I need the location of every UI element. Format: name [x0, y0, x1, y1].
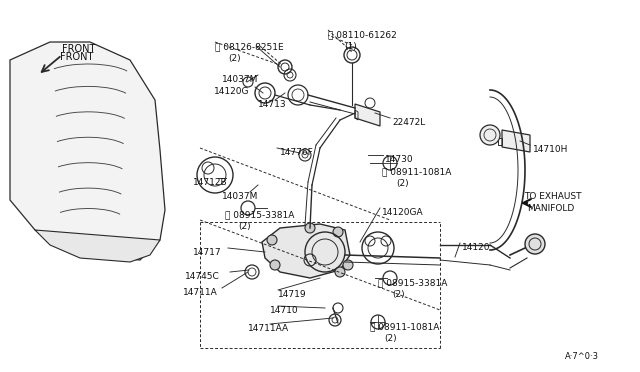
Text: (2): (2): [238, 222, 251, 231]
Text: 14120G: 14120G: [214, 87, 250, 96]
Circle shape: [343, 260, 353, 270]
Text: 22472L: 22472L: [392, 118, 425, 127]
Polygon shape: [10, 42, 165, 260]
Text: 14730: 14730: [385, 155, 413, 164]
Text: MANIFOLD: MANIFOLD: [527, 204, 574, 213]
Text: Ⓝ 08915-3381A: Ⓝ 08915-3381A: [378, 278, 447, 287]
Text: 14711A: 14711A: [183, 288, 218, 297]
Text: A·7^0·3: A·7^0·3: [565, 352, 599, 361]
Polygon shape: [502, 130, 530, 152]
Polygon shape: [262, 224, 350, 278]
Text: 14710H: 14710H: [533, 145, 568, 154]
Text: 14712B: 14712B: [193, 178, 228, 187]
Text: 14713: 14713: [258, 100, 287, 109]
Text: Ⓝ 08911-1081A: Ⓝ 08911-1081A: [382, 167, 451, 176]
Text: (2): (2): [228, 54, 241, 63]
Text: (2): (2): [396, 179, 408, 188]
Text: (1): (1): [344, 42, 356, 51]
Text: 14719: 14719: [278, 290, 307, 299]
Text: 14037M: 14037M: [222, 192, 259, 201]
Text: Ⓝ 08911-1081A: Ⓝ 08911-1081A: [370, 322, 440, 331]
Text: FRONT: FRONT: [62, 44, 95, 54]
Text: 14120: 14120: [462, 243, 490, 252]
Text: 14120GA: 14120GA: [382, 208, 424, 217]
Circle shape: [270, 260, 280, 270]
Text: (2): (2): [384, 334, 397, 343]
Text: 14711AA: 14711AA: [248, 324, 289, 333]
Polygon shape: [35, 230, 160, 262]
Text: (2): (2): [392, 290, 404, 299]
Text: Ⓟ 08915-3381A: Ⓟ 08915-3381A: [225, 210, 294, 219]
Circle shape: [305, 223, 315, 233]
Text: 14776F: 14776F: [280, 148, 314, 157]
Text: 14710: 14710: [270, 306, 299, 315]
Circle shape: [333, 227, 343, 237]
Circle shape: [480, 125, 500, 145]
Circle shape: [267, 235, 277, 245]
Text: 14745C: 14745C: [185, 272, 220, 281]
Circle shape: [335, 267, 345, 277]
Polygon shape: [355, 104, 380, 126]
Text: TO EXHAUST: TO EXHAUST: [524, 192, 582, 201]
Text: 14717: 14717: [193, 248, 221, 257]
Text: Ⓑ 08110-61262: Ⓑ 08110-61262: [328, 30, 397, 39]
Text: 14037M: 14037M: [222, 75, 259, 84]
Text: FRONT: FRONT: [60, 52, 93, 62]
Text: Ⓑ 08126-8251E: Ⓑ 08126-8251E: [215, 42, 284, 51]
Circle shape: [525, 234, 545, 254]
